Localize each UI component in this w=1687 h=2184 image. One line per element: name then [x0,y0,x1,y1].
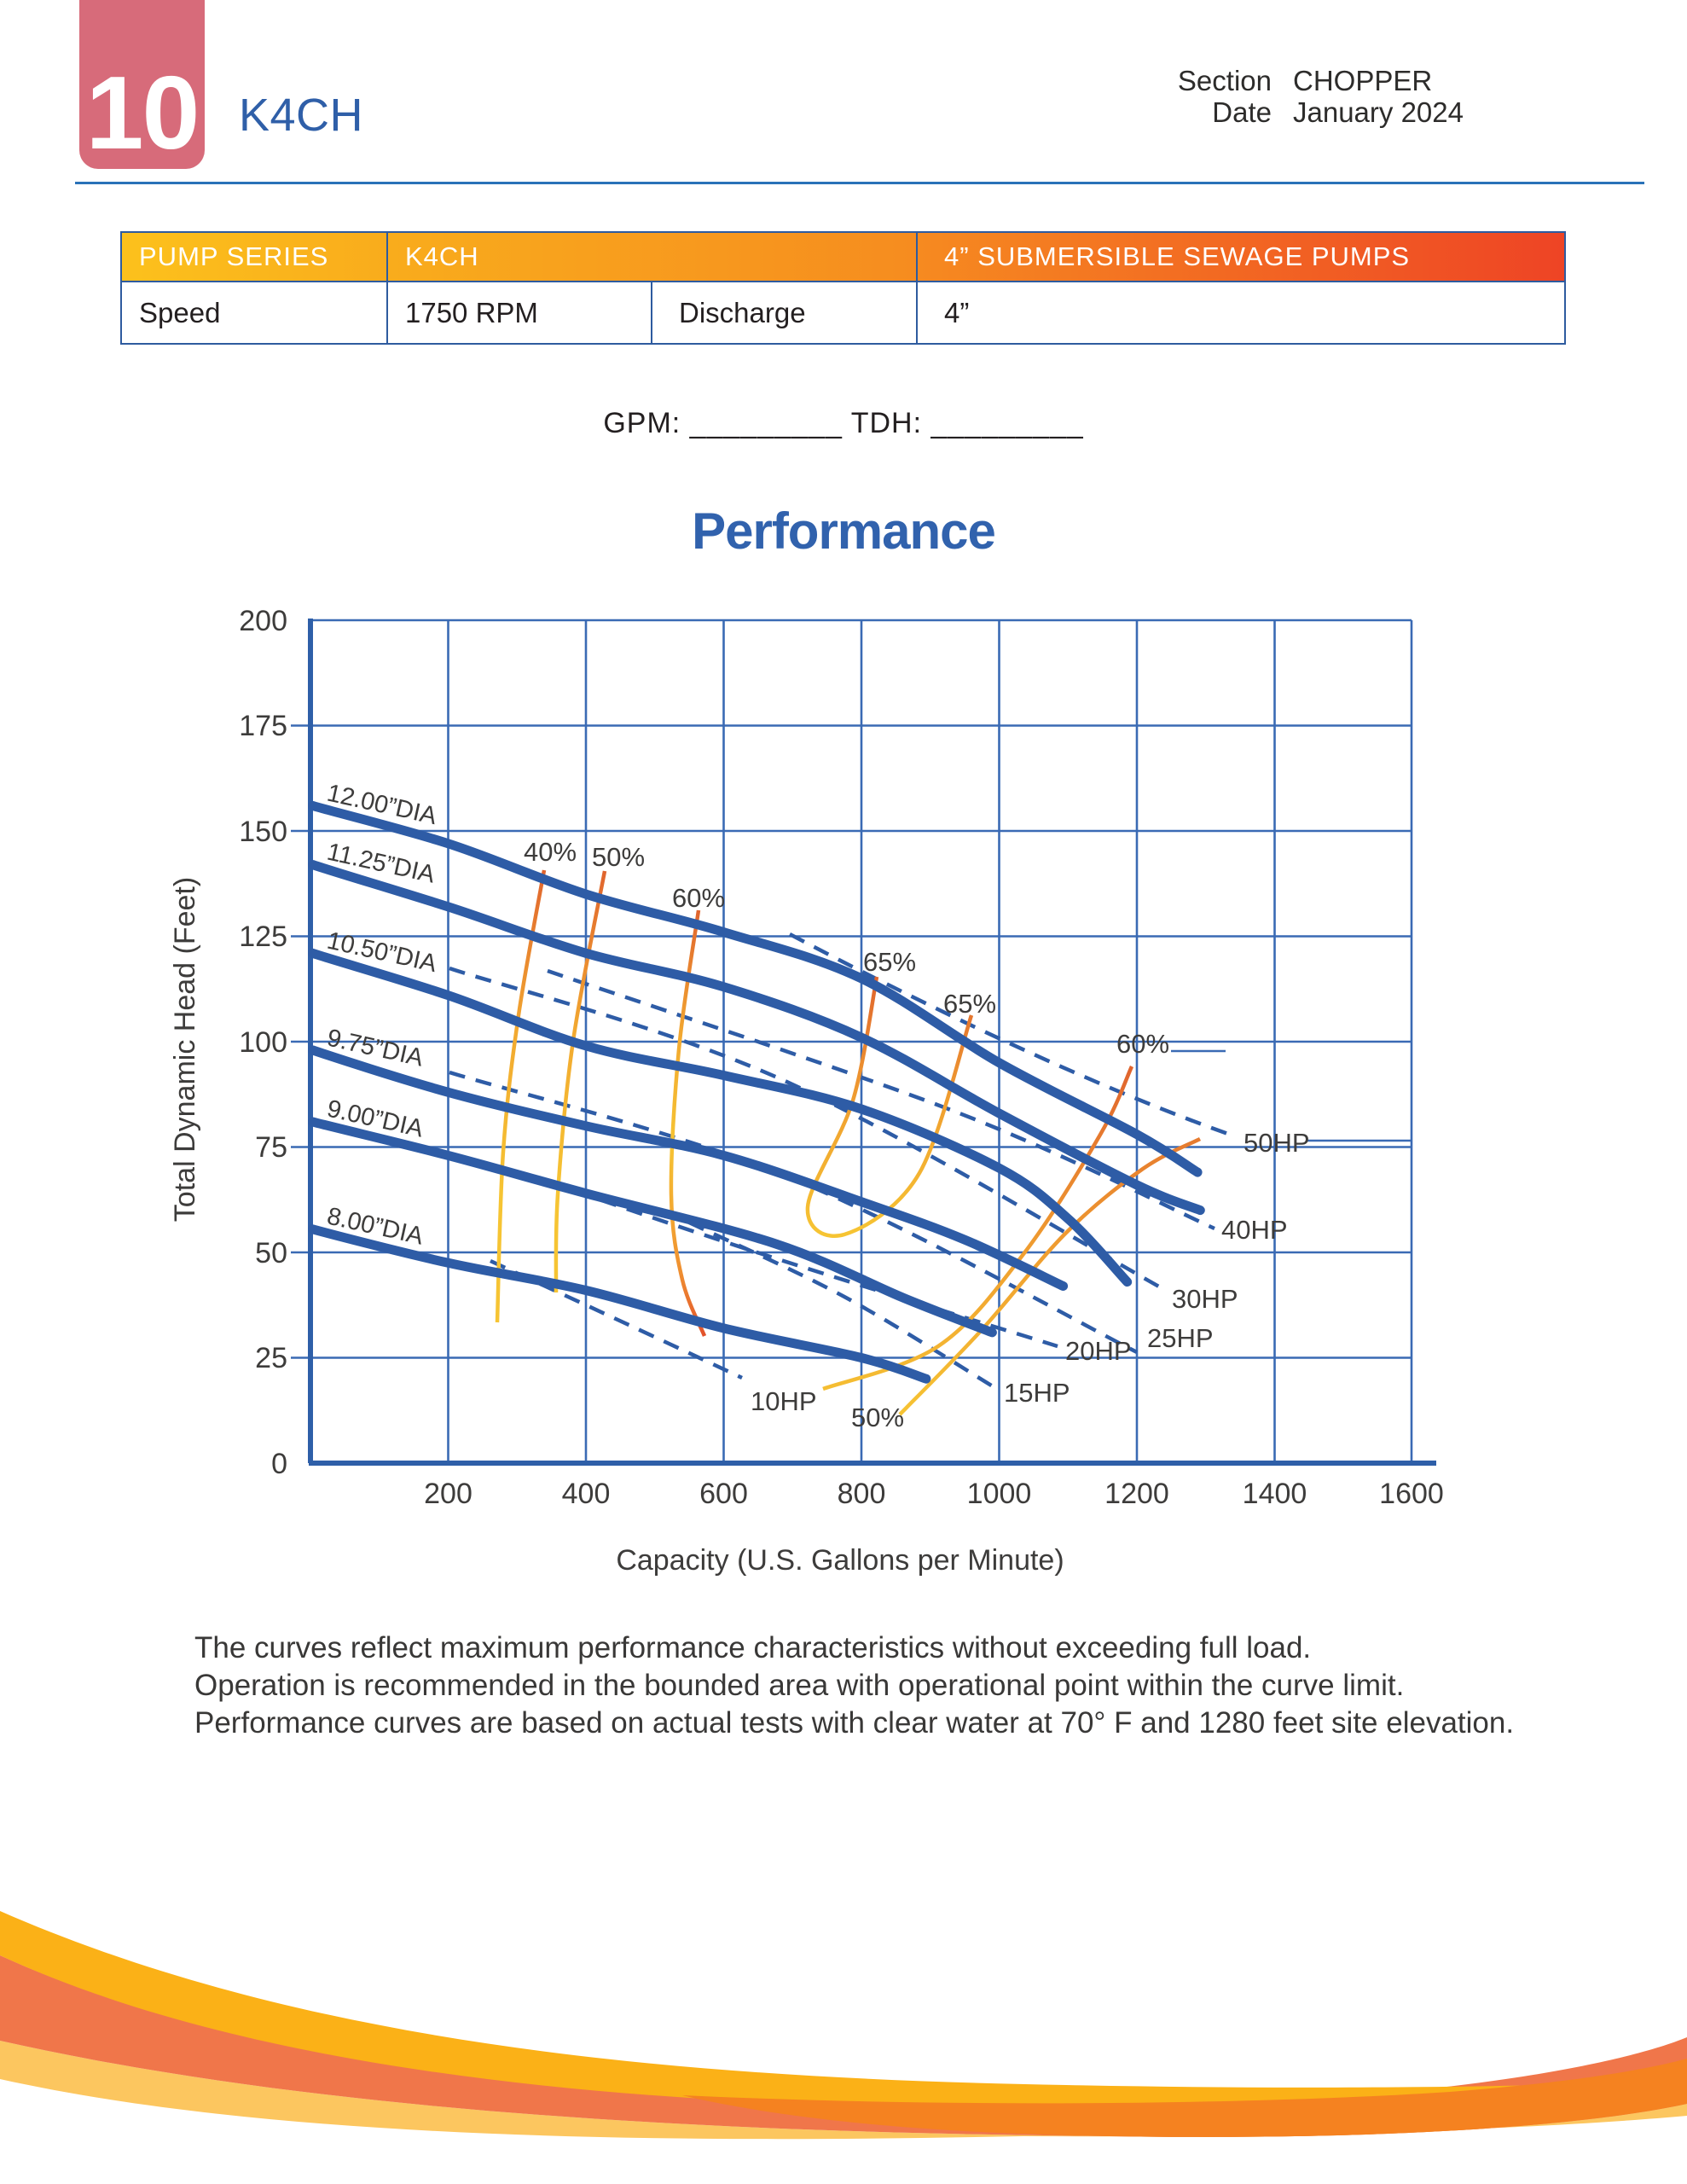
svg-text:60%: 60% [1116,1029,1169,1059]
svg-text:10HP: 10HP [751,1386,817,1416]
svg-text:75: 75 [255,1131,287,1164]
svg-text:800: 800 [838,1478,886,1510]
svg-text:20HP: 20HP [1065,1336,1132,1366]
svg-text:65%: 65% [943,989,996,1019]
svg-text:Capacity (U.S. Gallons per Min: Capacity (U.S. Gallons per Minute) [616,1544,1064,1577]
svg-text:50HP: 50HP [1244,1128,1310,1158]
svg-text:25HP: 25HP [1147,1323,1214,1353]
svg-text:200: 200 [424,1478,472,1510]
svg-text:125: 125 [239,921,287,953]
svg-text:Total Dynamic Head (Feet): Total Dynamic Head (Feet) [169,877,201,1222]
svg-text:200: 200 [239,605,287,637]
svg-text:15HP: 15HP [1004,1378,1070,1408]
svg-text:600: 600 [699,1478,748,1510]
svg-text:40HP: 40HP [1221,1215,1288,1245]
svg-text:50%: 50% [592,842,645,872]
svg-text:30HP: 30HP [1172,1284,1238,1314]
svg-text:65%: 65% [863,947,916,977]
svg-text:1400: 1400 [1243,1478,1307,1510]
svg-text:0: 0 [271,1448,287,1480]
svg-text:50%: 50% [851,1403,904,1432]
svg-text:1600: 1600 [1379,1478,1444,1510]
svg-text:100: 100 [239,1026,287,1059]
svg-text:50: 50 [255,1237,287,1269]
svg-text:25: 25 [255,1342,287,1374]
svg-text:1000: 1000 [967,1478,1032,1510]
svg-text:40%: 40% [524,837,577,867]
svg-text:175: 175 [239,710,287,742]
svg-text:60%: 60% [672,883,725,913]
svg-text:1200: 1200 [1104,1478,1169,1510]
svg-text:9.75”DIA: 9.75”DIA [324,1025,426,1072]
svg-text:150: 150 [239,816,287,848]
svg-text:400: 400 [562,1478,611,1510]
